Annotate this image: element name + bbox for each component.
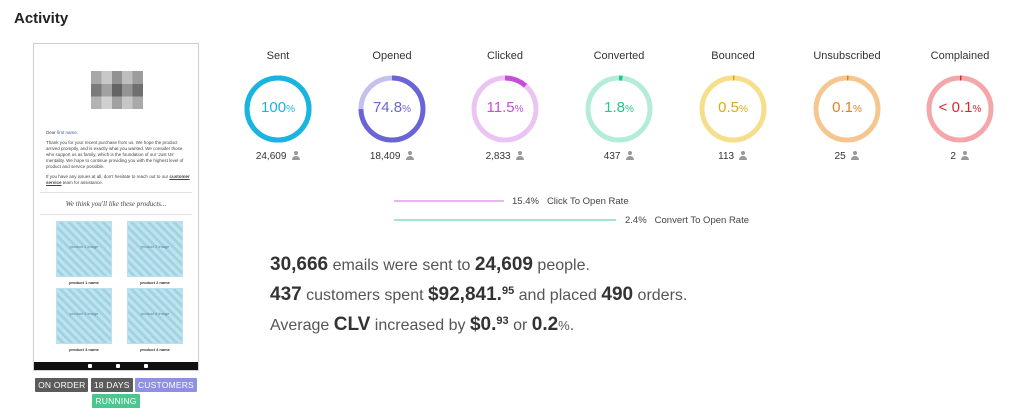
stat-sent[interactable]: Sent 100% 24,609 — [228, 50, 328, 162]
stat-converted[interactable]: Converted 1.8% 437 — [569, 50, 669, 162]
customer-service-link[interactable]: customer service — [46, 174, 190, 185]
stat-complained[interactable]: Complained < 0.1% 2 — [910, 50, 1010, 162]
email-footer — [34, 362, 198, 370]
person-icon — [961, 151, 970, 160]
click-to-open-pct: 15.4% — [512, 196, 539, 207]
page-title: Activity — [14, 10, 69, 27]
summary-line-clv: Average CLV increased by $0.93 or 0.2%. — [270, 314, 575, 335]
person-icon — [850, 151, 859, 160]
stat-label: Complained — [930, 50, 990, 62]
stat-gauge: 100% — [244, 75, 312, 143]
stat-gauge: 11.5% — [471, 75, 539, 143]
stat-label: Sent — [266, 50, 290, 62]
summary-line-orders: 437 customers spent $92,841.95 and place… — [270, 284, 688, 305]
summary-line-emails: 30,666 emails were sent to 24,609 people… — [270, 254, 590, 275]
stat-label: Opened — [372, 50, 412, 62]
stat-clicked[interactable]: Clicked 11.5% 2,833 — [455, 50, 555, 162]
stat-label: Bounced — [711, 50, 755, 62]
stat-count: 437 — [569, 151, 669, 162]
product-1-name: product 1 name — [69, 280, 99, 285]
stat-gauge: 1.8% — [585, 75, 653, 143]
person-icon — [625, 151, 634, 160]
email-body: Dear first name, Thank you for your rece… — [46, 130, 190, 185]
product-2-name: product 2 name — [140, 280, 170, 285]
click-to-open-bar — [394, 200, 504, 202]
product-1-image: product 1 image — [56, 221, 112, 277]
product-3-image: product 3 image — [56, 288, 112, 344]
stat-opened[interactable]: Opened 74.8% 18,409 — [342, 50, 442, 162]
on-order-badge: ON ORDER — [35, 378, 89, 392]
product-3-name: product 3 name — [69, 347, 99, 352]
stat-label: Clicked — [486, 50, 524, 62]
stat-gauge: 0.5% — [699, 75, 767, 143]
stat-value: 0.1% — [832, 99, 862, 116]
stat-label: Converted — [593, 50, 645, 62]
stat-label: Unsubscribed — [813, 50, 881, 62]
stat-bounced[interactable]: Bounced 0.5% 113 — [683, 50, 783, 162]
product-4-image: product 4 image — [127, 288, 183, 344]
person-icon — [739, 151, 748, 160]
stat-value: < 0.1% — [938, 99, 982, 116]
stat-value: 74.8% — [372, 99, 412, 116]
product-4-name: product 4 name — [140, 347, 170, 352]
running-badge: RUNNING — [92, 394, 140, 408]
click-to-open-rate: 15.4% Click To Open Rate — [512, 196, 629, 207]
stat-gauge: 74.8% — [358, 75, 426, 143]
divider — [40, 214, 192, 215]
stat-unsubscribed[interactable]: Unsubscribed 0.1% 25 — [797, 50, 897, 162]
divider — [40, 192, 192, 193]
convert-to-open-pct: 2.4% — [625, 215, 647, 226]
social-icon — [88, 364, 92, 368]
convert-to-open-label: Convert To Open Rate — [654, 215, 750, 226]
person-icon — [291, 151, 300, 160]
stat-gauge: 0.1% — [813, 75, 881, 143]
stat-gauge: < 0.1% — [926, 75, 994, 143]
status-badges: ON ORDER 18 DAYS CUSTOMERS RUNNING — [0, 378, 232, 408]
social-icon — [116, 364, 120, 368]
products-heading: We think you'll like these products... — [65, 200, 167, 208]
days-badge: 18 DAYS — [90, 378, 133, 392]
stat-count: 2 — [910, 151, 1010, 162]
stat-value: 100% — [261, 99, 295, 116]
stat-value: 11.5% — [486, 99, 524, 116]
stat-count: 18,409 — [342, 151, 442, 162]
product-2-image: product 2 image — [127, 221, 183, 277]
blurred-logo — [91, 71, 143, 109]
customers-badge[interactable]: CUSTOMERS — [134, 378, 197, 392]
convert-to-open-rate: 2.4% Convert To Open Rate — [625, 215, 749, 226]
email-preview[interactable]: Dear first name, Thank you for your rece… — [33, 43, 199, 371]
person-icon — [405, 151, 414, 160]
click-to-open-label: Click To Open Rate — [546, 196, 629, 207]
stat-count: 113 — [683, 151, 783, 162]
social-icon — [144, 364, 148, 368]
stat-count: 25 — [797, 151, 897, 162]
stat-value: 0.5% — [718, 99, 748, 116]
stat-value: 1.8% — [604, 99, 634, 116]
stat-count: 24,609 — [228, 151, 328, 162]
person-icon — [515, 151, 524, 160]
stat-count: 2,833 — [455, 151, 555, 162]
convert-to-open-bar — [394, 219, 616, 221]
first-name-merge-tag: first name, — [57, 130, 79, 135]
